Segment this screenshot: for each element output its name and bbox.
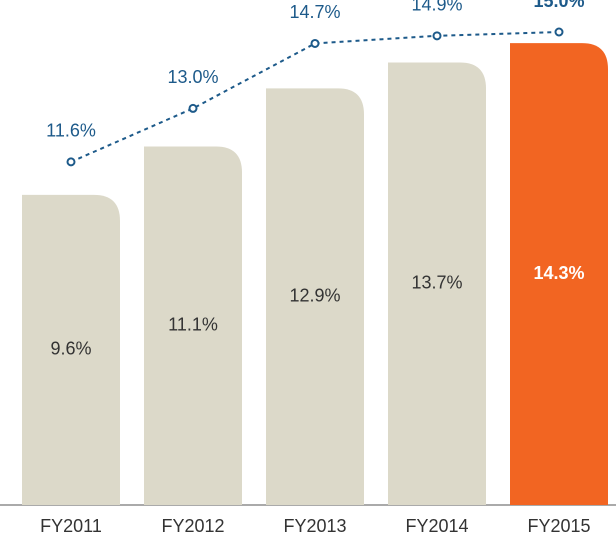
bar-value-label: 12.9% bbox=[289, 285, 340, 305]
bar-value-label: 13.7% bbox=[411, 272, 462, 292]
bar bbox=[266, 88, 364, 505]
line-value-label: 14.9% bbox=[411, 0, 462, 15]
bar bbox=[510, 43, 608, 506]
x-tick-label: FY2011 bbox=[40, 516, 102, 536]
line bbox=[70, 31, 560, 163]
line-marker bbox=[432, 31, 442, 41]
line-marker bbox=[66, 157, 76, 167]
line-marker bbox=[554, 27, 564, 37]
bar-value-label: 11.1% bbox=[168, 314, 218, 334]
x-tick-label: FY2012 bbox=[161, 516, 224, 536]
bar bbox=[388, 62, 486, 506]
x-tick-label: FY2015 bbox=[527, 516, 590, 536]
x-tick-label: FY2014 bbox=[405, 516, 468, 536]
line-marker bbox=[310, 38, 320, 48]
line-value-label: 13.0% bbox=[167, 67, 218, 87]
x-tick-label: FY2013 bbox=[283, 516, 346, 536]
line-value-label: 11.6% bbox=[46, 121, 96, 141]
bar bbox=[144, 146, 242, 505]
line-value-label: 14.7% bbox=[289, 2, 340, 22]
bar-value-label: 14.3% bbox=[533, 263, 584, 283]
bar-value-label: 9.6% bbox=[50, 339, 91, 359]
line-marker bbox=[188, 103, 198, 113]
bar bbox=[22, 194, 120, 506]
line-value-label: 15.0% bbox=[533, 0, 584, 11]
